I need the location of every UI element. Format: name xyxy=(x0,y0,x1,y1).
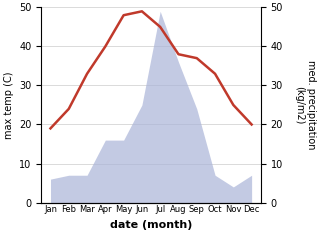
X-axis label: date (month): date (month) xyxy=(110,220,192,230)
Y-axis label: max temp (C): max temp (C) xyxy=(4,71,14,139)
Y-axis label: med. precipitation
(kg/m2): med. precipitation (kg/m2) xyxy=(294,60,315,150)
